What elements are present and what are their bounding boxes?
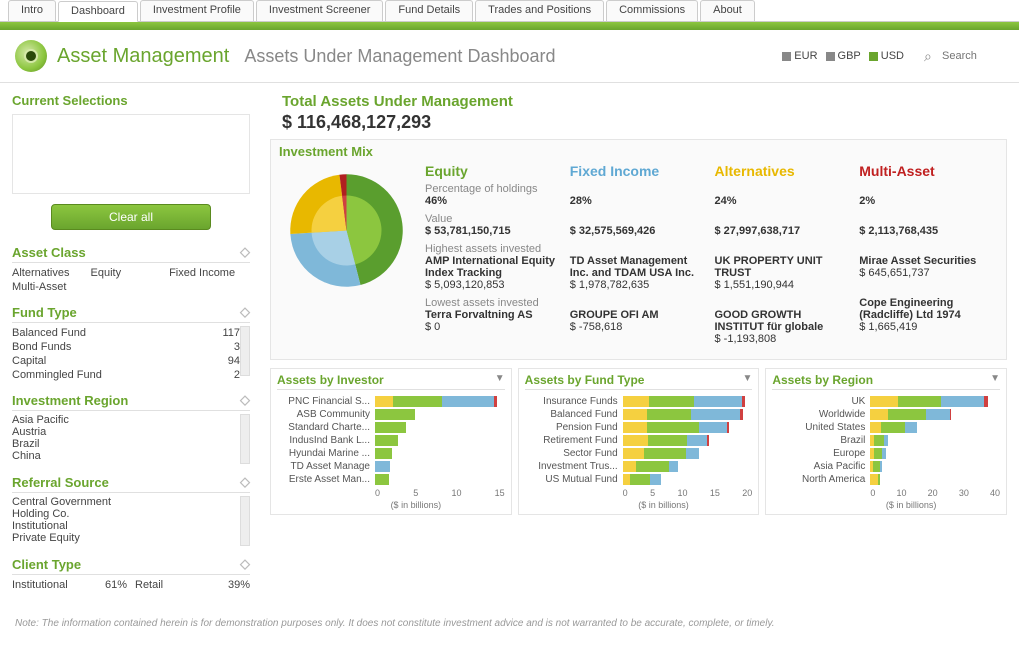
tab-investment-screener[interactable]: Investment Screener [256,0,384,21]
filter-item[interactable]: Brazil [12,438,240,450]
filter-item[interactable]: Commingled Fund2 [12,368,240,382]
mix-col-multi-asset: Multi-Asset 2% $ 2,113,768,435 Mirae Ass… [853,163,998,351]
bar-row[interactable]: TD Asset Manage [277,461,505,472]
eraser-icon[interactable]: ◇ [240,392,250,408]
bar-row[interactable]: Brazil [772,435,1000,446]
mix-col-equity: EquityPercentage of holdings46%Value$ 53… [419,163,564,351]
bar-row[interactable]: Worldwide [772,409,1000,420]
chevron-down-icon[interactable]: ▼ [495,373,505,387]
aum-value: $ 116,468,127,293 [282,112,1007,133]
aum-title: Total Assets Under Management [282,93,1007,110]
scrollbar[interactable] [240,414,250,464]
bar-row[interactable]: United States [772,422,1000,433]
currency-eur[interactable]: EUR [782,50,817,62]
bar-row[interactable]: ASB Community [277,409,505,420]
chart-region: Assets by Region ▼ UK Worldwide United State… [765,368,1007,515]
search-input[interactable] [924,48,1004,65]
filter-item[interactable]: Holding Co. [12,508,240,520]
chevron-down-icon[interactable]: ▼ [990,373,1000,387]
filter-region-title: Investment Region [12,393,128,408]
filter-item[interactable]: Private Equity [12,532,240,544]
tab-commissions[interactable]: Commissions [606,0,698,21]
filter-item[interactable]: Alternatives [12,266,91,280]
filter-item[interactable]: Capital94 [12,354,240,368]
bar-row[interactable]: US Mutual Fund [525,474,753,485]
filter-item[interactable]: China [12,450,240,462]
filter-fund-type-title: Fund Type [12,305,77,320]
bar-row[interactable]: North America [772,474,1000,485]
search-wrap [924,48,1004,65]
bar-row[interactable]: Erste Asset Man... [277,474,505,485]
bar-row[interactable]: Standard Charte... [277,422,505,433]
chart-title: Assets by Investor [277,373,384,387]
filter-item[interactable]: Central Government [12,496,240,508]
filter-client-type-title: Client Type [12,557,81,572]
eraser-icon[interactable]: ◇ [240,474,250,490]
chart-fundtype: Assets by Fund Type ▼ Insurance Funds Balan… [518,368,760,515]
sidebar: Current Selections Clear all Asset Class… [0,83,262,612]
pie-chart [284,168,409,293]
eraser-icon[interactable]: ◇ [240,556,250,572]
chart-title: Assets by Fund Type [525,373,645,387]
chart-investor: Assets by Investor ▼ PNC Financial S... ASB… [270,368,512,515]
eraser-icon[interactable]: ◇ [240,304,250,320]
filter-asset-class-title: Asset Class [12,245,86,260]
scrollbar[interactable] [240,496,250,546]
bar-row[interactable]: Pension Fund [525,422,753,433]
bar-row[interactable]: Investment Trus... [525,461,753,472]
filter-item[interactable]: Fixed Income [169,266,248,280]
tab-about[interactable]: About [700,0,755,21]
bar-row[interactable]: UK [772,396,1000,407]
mix-col-alternatives: Alternatives 24% $ 27,997,638,717 UK PRO… [709,163,854,351]
app-title: Asset Management [57,45,229,68]
bar-row[interactable]: IndusInd Bank L... [277,435,505,446]
currency-gbp[interactable]: GBP [826,50,861,62]
green-divider [0,22,1019,30]
bar-row[interactable]: Insurance Funds [525,396,753,407]
tab-trades-and-positions[interactable]: Trades and Positions [475,0,604,21]
filter-referral-title: Referral Source [12,475,109,490]
filter-item[interactable]: Bond Funds3 [12,340,240,354]
investment-mix-title: Investment Mix [279,144,998,159]
current-selections-title: Current Selections [12,93,250,108]
bar-row[interactable]: PNC Financial S... [277,396,505,407]
tab-bar: IntroDashboardInvestment ProfileInvestme… [0,0,1019,22]
filter-item[interactable]: Institutional [12,520,240,532]
filter-item[interactable]: Balanced Fund117 [12,326,240,340]
filter-item[interactable]: Asia Pacific [12,414,240,426]
chevron-down-icon[interactable]: ▼ [742,373,752,387]
tab-intro[interactable]: Intro [8,0,56,21]
bar-row[interactable]: Hyundai Marine ... [277,448,505,459]
tab-fund-details[interactable]: Fund Details [385,0,473,21]
bar-row[interactable]: Retirement Fund [525,435,753,446]
page-title: Assets Under Management Dashboard [244,46,555,67]
chart-title: Assets by Region [772,373,873,387]
filter-item[interactable]: Institutional61%Retail39% [12,578,250,592]
filter-item[interactable]: Multi-Asset [12,280,91,294]
tab-dashboard[interactable]: Dashboard [58,1,138,22]
current-selections-box [12,114,250,194]
filter-item[interactable]: Equity [91,266,170,280]
content: Total Assets Under Management $ 116,468,… [262,83,1019,612]
logo-icon [15,40,47,72]
header: Asset Management Assets Under Management… [0,30,1019,83]
bar-row[interactable]: Balanced Fund [525,409,753,420]
scrollbar[interactable] [240,326,250,376]
tab-investment-profile[interactable]: Investment Profile [140,0,254,21]
eraser-icon[interactable]: ◇ [240,244,250,260]
currency-usd[interactable]: USD [869,50,904,62]
bar-row[interactable]: Europe [772,448,1000,459]
bar-row[interactable]: Asia Pacific [772,461,1000,472]
filter-item[interactable]: Austria [12,426,240,438]
bar-row[interactable]: Sector Fund [525,448,753,459]
mix-col-fixed-income: Fixed Income 28% $ 32,575,569,426 TD Ass… [564,163,709,351]
footnote: Note: The information contained herein i… [0,612,1019,635]
clear-all-button[interactable]: Clear all [51,204,211,230]
